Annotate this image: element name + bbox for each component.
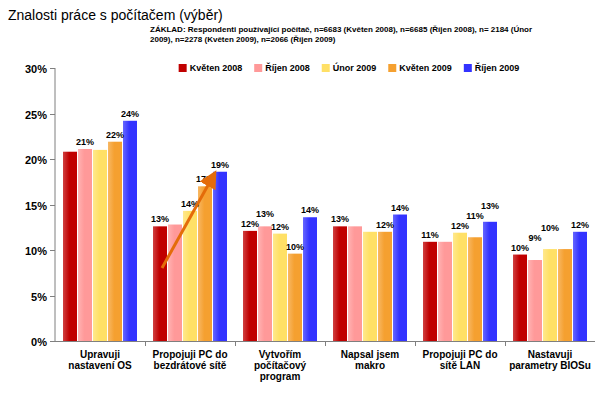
data-label: 9%: [528, 233, 541, 243]
legend-swatch: [322, 64, 330, 72]
data-label: 11%: [421, 230, 439, 240]
data-label: 13%: [331, 214, 349, 224]
data-label: 12%: [241, 219, 259, 229]
bar: [123, 121, 137, 341]
y-tick-label: 5%: [31, 291, 47, 303]
data-label: 24%: [121, 109, 139, 119]
x-tick-label: Nastavuji parametry BIOSu: [507, 349, 593, 371]
data-label: 11%: [466, 211, 484, 221]
chart-subtitle: ZÁKLAD: Respondenti používající počítač,…: [150, 25, 555, 45]
y-tick: [50, 296, 55, 297]
bar: [153, 226, 167, 341]
bar: [183, 211, 197, 341]
bar: [213, 172, 227, 341]
chart-title: Znalosti práce s počítačem (výběr): [8, 7, 223, 23]
bar: [198, 186, 212, 341]
x-tick: [235, 341, 236, 346]
data-label: 12%: [271, 222, 289, 232]
x-tick-label: Propojuji PC do sítě LAN: [417, 349, 503, 371]
data-label: 13%: [151, 214, 169, 224]
legend-swatch: [179, 64, 187, 72]
data-label: 12%: [571, 220, 589, 230]
data-labels: 21%22%24%13%14%17%19%12%13%12%10%14%13%1…: [76, 109, 589, 253]
bar: [363, 232, 377, 341]
data-label: 10%: [511, 243, 529, 253]
legend-swatch: [254, 64, 262, 72]
x-tick: [415, 341, 416, 346]
y-tick-label: 0%: [31, 336, 47, 348]
trend-arrow: [162, 178, 212, 268]
legend-label: Květen 2008: [190, 63, 243, 73]
chart-svg: Znalosti práce s počítačem (výběr) 0% 5% 10…: [0, 0, 600, 393]
bar: [333, 226, 347, 341]
x-tick-label: Upravuji nastavení OS: [57, 349, 143, 371]
bar: [483, 222, 497, 341]
x-tick: [325, 341, 326, 346]
bar: [468, 237, 482, 341]
x-tick-label: Napsal jsem makro: [327, 349, 413, 371]
bar: [348, 226, 362, 341]
legend-swatch: [388, 64, 396, 72]
bar: [93, 150, 107, 341]
data-label: 10%: [286, 242, 304, 252]
bar: [513, 255, 527, 341]
y-tick: [50, 159, 55, 160]
data-label: 14%: [301, 205, 319, 215]
y-tick-label: 15%: [25, 200, 47, 212]
bars: [63, 121, 587, 341]
y-axis-line: [55, 68, 56, 341]
bar: [258, 226, 272, 341]
y-tick: [50, 114, 55, 115]
x-tick-label: Propojuji PC do bezdrátové sítě: [147, 349, 233, 371]
y-tick-label: 30%: [25, 63, 47, 75]
y-tick: [50, 68, 55, 69]
bar: [543, 249, 557, 341]
data-label: 13%: [481, 201, 499, 211]
bar: [378, 232, 392, 341]
x-tick: [145, 341, 146, 346]
bar: [573, 232, 587, 341]
y-tick: [50, 250, 55, 251]
data-label: 12%: [376, 220, 394, 230]
bar: [528, 260, 542, 341]
data-label: 14%: [391, 203, 409, 213]
legend-label: Únor 2009: [333, 62, 377, 73]
data-label: 22%: [106, 130, 124, 140]
chart-wrap: Znalosti práce s počítačem (výběr) 0% 5% 10…: [0, 0, 600, 393]
x-tick-label: Vytvořím počítačový program: [237, 349, 323, 382]
y-tick-label: 10%: [25, 245, 47, 257]
bar: [438, 242, 452, 341]
x-tick: [505, 341, 506, 346]
data-label: 19%: [211, 160, 229, 170]
bar: [243, 231, 257, 341]
bar: [63, 152, 77, 341]
bar: [303, 217, 317, 341]
bar: [558, 249, 572, 341]
bar: [273, 234, 287, 341]
data-label: 12%: [451, 221, 469, 231]
legend: Květen 2008 Říjen 2008 Únor 2009 Květen 200…: [179, 62, 520, 73]
y-tick-label: 25%: [25, 109, 47, 121]
bar: [108, 142, 122, 341]
data-label: 13%: [256, 209, 274, 219]
legend-label: Říjen 2008: [265, 62, 310, 73]
bar: [288, 254, 302, 341]
legend-label: Květen 2009: [399, 63, 452, 73]
bar: [453, 233, 467, 341]
y-tick: [50, 205, 55, 206]
legend-swatch: [464, 64, 472, 72]
y-tick-label: 20%: [25, 154, 47, 166]
bar: [423, 242, 437, 341]
y-tick: [50, 341, 55, 342]
data-label: 21%: [76, 137, 94, 147]
bar: [78, 149, 92, 341]
data-label: 10%: [541, 223, 559, 233]
legend-label: Říjen 2009: [475, 62, 520, 73]
bar: [393, 215, 407, 341]
